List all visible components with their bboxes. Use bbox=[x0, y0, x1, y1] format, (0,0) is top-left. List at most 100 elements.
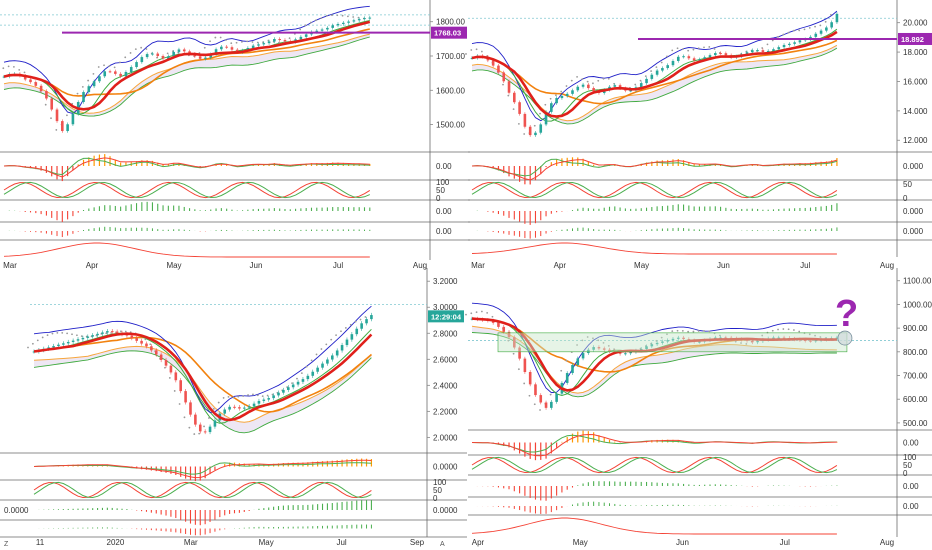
candle-body bbox=[108, 71, 112, 73]
parabolic-dot bbox=[203, 46, 206, 49]
parabolic-dot bbox=[320, 348, 323, 350]
indicator-tick: 50 bbox=[903, 461, 912, 470]
candle-body bbox=[306, 375, 310, 380]
candle-body bbox=[182, 49, 186, 52]
parabolic-dot bbox=[178, 403, 181, 405]
highlight-circle bbox=[837, 330, 853, 346]
signal-line bbox=[3, 157, 370, 178]
parabolic-dot bbox=[465, 313, 467, 316]
candle-body bbox=[352, 20, 356, 22]
candle-body bbox=[262, 43, 266, 45]
candle-body bbox=[119, 73, 122, 77]
parabolic-dot bbox=[120, 330, 122, 333]
parabolic-dot bbox=[300, 372, 303, 375]
xtick-label: Aug bbox=[413, 261, 427, 270]
chart-panel-top-right[interactable]: 18.892 20.000 18.000 16.000 14.000 12.000 0.00… bbox=[465, 0, 932, 270]
candle-body bbox=[311, 371, 315, 376]
candle-body bbox=[174, 372, 178, 381]
indicator-tick: 0 bbox=[903, 469, 908, 478]
candle-body bbox=[645, 346, 648, 350]
candle-body bbox=[301, 379, 305, 382]
parabolic-dot bbox=[166, 52, 169, 55]
candle-body bbox=[491, 60, 495, 66]
parabolic-dot bbox=[41, 336, 44, 339]
candle-body bbox=[115, 331, 119, 333]
parabolic-dot bbox=[681, 48, 684, 51]
candle-body bbox=[539, 395, 543, 403]
candle-body bbox=[151, 53, 154, 55]
candle-body bbox=[528, 126, 532, 136]
parabolic-dot bbox=[344, 327, 347, 329]
ytick-label: 2.6000 bbox=[433, 355, 458, 364]
parabolic-dot bbox=[512, 108, 515, 111]
candle-body bbox=[772, 337, 775, 339]
candle-body bbox=[368, 17, 372, 19]
macd-line bbox=[471, 158, 838, 177]
chart-panel-bottom-left[interactable]: 12:29:04 3.2000 3.0000 2.8000 2.6000 2.4000 2.… bbox=[0, 268, 467, 547]
candle-body bbox=[534, 132, 537, 136]
candle-body bbox=[242, 407, 246, 409]
parabolic-dot bbox=[183, 416, 186, 419]
candle-body bbox=[608, 349, 611, 352]
parabolic-dot bbox=[528, 394, 531, 397]
candle-body bbox=[238, 407, 241, 409]
parabolic-dot bbox=[676, 47, 679, 50]
candle-body bbox=[23, 75, 27, 80]
candle-body bbox=[497, 65, 500, 73]
parabolic-dot bbox=[291, 382, 293, 385]
macd-line bbox=[33, 462, 372, 475]
parabolic-dot bbox=[252, 393, 254, 396]
parabolic-dot bbox=[576, 75, 578, 78]
ytick-label: 1500.00 bbox=[436, 121, 465, 130]
indicator-tick: 50 bbox=[433, 486, 442, 495]
chart-panel-bottom-right[interactable]: ?1100.001000.00900.00800.00700.00600.005… bbox=[465, 268, 932, 547]
parabolic-dot bbox=[549, 97, 552, 100]
candle-body bbox=[613, 85, 617, 87]
candle-body bbox=[777, 47, 781, 50]
indicator-tick: 50 bbox=[903, 180, 912, 189]
candle-body bbox=[209, 54, 213, 58]
xtick-label: Jun bbox=[717, 261, 730, 270]
parabolic-dot bbox=[602, 341, 605, 344]
parabolic-dot bbox=[237, 395, 240, 398]
candle-body bbox=[198, 424, 202, 432]
candle-body bbox=[156, 53, 160, 57]
indicator-tick: 0.00 bbox=[903, 439, 919, 448]
candle-body bbox=[497, 322, 500, 327]
parabolic-dot bbox=[278, 41, 280, 44]
parabolic-dot bbox=[149, 343, 152, 346]
candle-body bbox=[587, 349, 590, 354]
parabolic-dot bbox=[18, 68, 21, 71]
chart-panel-top-left[interactable]: 1768.03 1800.00 1700.00 1600.00 1500.00 0.00 1… bbox=[0, 0, 470, 270]
indicator-tick: 50 bbox=[436, 186, 445, 195]
candle-body bbox=[110, 331, 114, 333]
candle-body bbox=[179, 380, 183, 392]
stoch-k-line bbox=[33, 481, 372, 499]
parabolic-dot bbox=[581, 339, 584, 342]
parabolic-dot bbox=[798, 29, 801, 32]
candle-body bbox=[50, 98, 54, 110]
ichimoku-cloud bbox=[4, 34, 370, 117]
ytick-label: 3.2000 bbox=[433, 277, 458, 286]
candle-body bbox=[698, 341, 701, 343]
xtick-label: Jul bbox=[336, 538, 346, 547]
candle-body bbox=[629, 90, 632, 92]
candle-body bbox=[336, 24, 340, 26]
ichimoku-cloud bbox=[472, 45, 837, 124]
candle-body bbox=[655, 342, 659, 345]
ytick-label: 20.000 bbox=[903, 19, 928, 28]
candle-body bbox=[814, 33, 818, 37]
candle-body bbox=[341, 22, 345, 25]
xtick-label: Jun bbox=[676, 538, 689, 547]
ytick-label: 900.00 bbox=[903, 324, 928, 333]
parabolic-dot bbox=[271, 393, 274, 396]
candle-body bbox=[502, 326, 506, 332]
parabolic-dot bbox=[76, 334, 78, 337]
candle-body bbox=[145, 54, 149, 58]
candle-body bbox=[257, 44, 260, 46]
parabolic-dot bbox=[76, 92, 79, 95]
candle-body bbox=[208, 426, 212, 433]
parabolic-dot bbox=[782, 33, 785, 36]
parabolic-dot bbox=[315, 353, 318, 356]
